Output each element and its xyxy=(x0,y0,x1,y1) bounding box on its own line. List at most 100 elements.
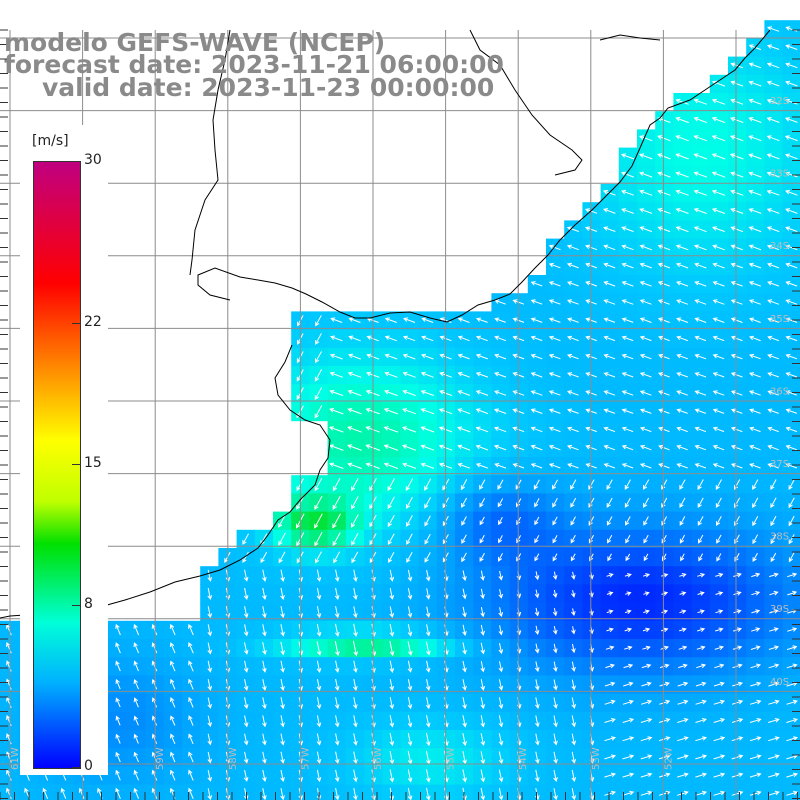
wind-arrow xyxy=(188,769,194,781)
wind-arrow xyxy=(711,98,726,105)
wind-cell xyxy=(600,784,620,800)
wind-arrow xyxy=(748,135,762,142)
wind-arrow xyxy=(115,733,121,744)
wind-arrow xyxy=(749,335,761,342)
wind-arrow xyxy=(329,408,344,415)
wind-arrow xyxy=(767,372,779,378)
lat-label: 37S xyxy=(770,459,789,470)
wind-arrow xyxy=(695,790,708,796)
wind-arrow xyxy=(657,189,671,196)
wind-arrow xyxy=(621,335,634,342)
wind-arrow xyxy=(402,389,416,397)
wind-arrow xyxy=(425,641,431,656)
wind-arrow xyxy=(461,552,467,563)
wind-arrow xyxy=(498,661,504,673)
wind-arrow xyxy=(60,787,67,799)
wind-arrow xyxy=(262,733,267,746)
wind-arrow xyxy=(712,262,725,269)
wind-arrow xyxy=(787,572,798,578)
wind-arrow xyxy=(694,299,707,305)
wind-arrow xyxy=(207,606,213,619)
wind-arrow xyxy=(603,408,616,414)
wind-arrow xyxy=(535,697,540,710)
wind-arrow xyxy=(731,718,744,723)
wind-arrow xyxy=(639,153,653,160)
wind-arrow xyxy=(494,335,507,342)
wind-arrow xyxy=(534,553,540,562)
wind-arrow xyxy=(769,572,779,578)
wind-arrow xyxy=(639,299,652,305)
wind-arrow xyxy=(604,718,616,723)
wind-arrow xyxy=(115,678,121,690)
wind-arrow xyxy=(751,609,761,614)
wind-arrow xyxy=(534,607,540,617)
wind-arrow xyxy=(530,408,543,414)
wind-arrow xyxy=(571,571,576,580)
wind-arrow xyxy=(329,462,344,469)
wind-arrow xyxy=(498,570,504,581)
wind-arrow xyxy=(769,590,779,596)
wind-arrow xyxy=(243,660,249,673)
wind-arrow xyxy=(548,390,561,396)
wind-arrow xyxy=(748,208,762,214)
wind-arrow xyxy=(750,681,762,687)
wind-arrow xyxy=(353,660,358,673)
wind-arrow xyxy=(767,299,780,305)
wind-arrow xyxy=(606,591,614,596)
wind-arrow xyxy=(242,533,249,545)
wind-arrow xyxy=(750,645,761,650)
wind-arrow xyxy=(207,751,213,764)
wind-arrow xyxy=(552,625,558,635)
wind-arrow xyxy=(553,661,558,673)
wind-arrow xyxy=(603,444,616,451)
wind-arrow xyxy=(133,660,139,672)
wind-arrow xyxy=(389,660,395,673)
wind-arrow xyxy=(407,623,413,637)
wind-arrow xyxy=(548,244,561,251)
wind-arrow xyxy=(730,317,743,323)
wind-arrow xyxy=(603,208,616,214)
wind-arrow xyxy=(426,732,431,747)
wind-cell xyxy=(491,784,511,800)
wind-arrow xyxy=(711,189,726,196)
wind-cell xyxy=(18,784,37,800)
wind-arrow xyxy=(676,372,688,378)
wind-arrow xyxy=(767,408,779,414)
wind-arrow xyxy=(767,335,779,342)
wind-arrow xyxy=(693,208,707,214)
wind-arrow xyxy=(621,208,634,214)
wind-arrow xyxy=(207,660,213,673)
wind-arrow xyxy=(566,244,579,251)
wind-arrow xyxy=(658,736,671,742)
wind-arrow xyxy=(675,171,689,178)
wind-arrow xyxy=(570,534,576,544)
wind-arrow xyxy=(785,262,798,269)
wind-arrow xyxy=(642,573,651,578)
wind-arrow xyxy=(730,353,743,360)
wind-arrow xyxy=(785,244,798,251)
wind-arrow xyxy=(639,281,652,287)
wind-arrow xyxy=(605,645,615,651)
wind-arrow xyxy=(406,515,413,527)
wind-arrow xyxy=(698,553,704,562)
wind-arrow xyxy=(280,769,285,783)
wind-arrow xyxy=(334,751,340,765)
wind-arrow xyxy=(585,372,597,378)
wind-arrow xyxy=(675,153,689,160)
wind-arrow xyxy=(712,426,725,433)
wind-arrow xyxy=(606,627,614,633)
wind-arrow xyxy=(243,569,249,582)
model-title: modelo GEFS-WAVE (NCEP) xyxy=(4,28,386,57)
wind-arrow xyxy=(752,552,758,563)
wind-arrow xyxy=(115,751,121,763)
wind-arrow xyxy=(679,573,687,578)
wind-arrow xyxy=(639,408,652,414)
wind-arrow xyxy=(188,715,194,726)
wind-arrow xyxy=(571,697,576,709)
wind-arrow xyxy=(693,244,707,251)
wind-cell xyxy=(728,784,747,800)
wind-arrow xyxy=(749,353,761,360)
wind-arrow xyxy=(697,609,705,614)
wind-arrow xyxy=(42,787,49,799)
wind-arrow xyxy=(749,790,762,796)
